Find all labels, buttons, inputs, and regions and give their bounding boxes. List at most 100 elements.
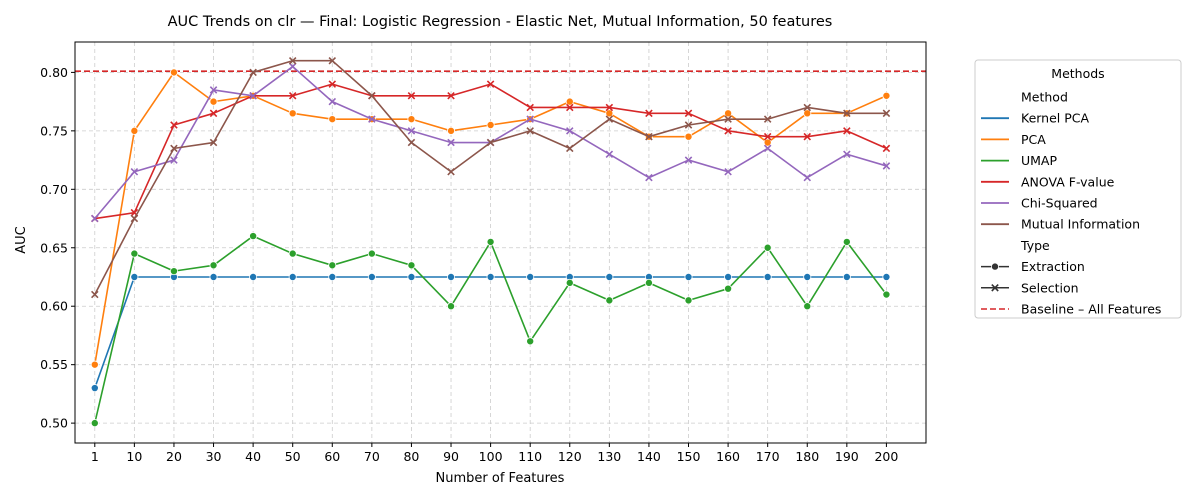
data-point <box>249 92 257 100</box>
data-point <box>486 272 495 281</box>
data-point <box>407 272 416 281</box>
data-point <box>526 115 534 123</box>
data-point <box>605 115 614 123</box>
data-point <box>447 92 455 100</box>
data-point <box>763 144 772 153</box>
y-tick-label: 0.65 <box>40 240 68 255</box>
legend-title: Methods <box>1051 66 1104 81</box>
data-point <box>288 92 297 100</box>
x-tick-label: 140 <box>637 449 661 464</box>
data-point <box>684 272 693 281</box>
data-point <box>288 249 297 258</box>
data-point <box>684 156 693 164</box>
x-tick-label: 20 <box>166 449 182 464</box>
data-point <box>169 267 178 276</box>
data-point <box>645 109 653 118</box>
x-tick-label: 80 <box>403 449 419 464</box>
data-point <box>447 168 455 176</box>
x-tick-label: 10 <box>126 449 142 464</box>
x-tick-label: 30 <box>206 449 222 464</box>
data-point <box>367 272 376 281</box>
legend-entry: Kernel PCA <box>1021 111 1090 126</box>
data-point <box>605 109 614 118</box>
data-point <box>288 109 297 118</box>
data-point <box>843 150 851 158</box>
data-point <box>209 261 218 270</box>
legend-entry: Extraction <box>1021 259 1085 274</box>
data-point <box>991 262 1000 271</box>
data-point <box>763 138 772 147</box>
data-point <box>724 284 733 293</box>
data-point <box>605 272 614 281</box>
data-point <box>486 121 495 130</box>
data-point <box>882 272 891 281</box>
data-point <box>724 115 732 123</box>
legend-entry: Mutual Information <box>1021 217 1140 232</box>
data-point <box>605 103 614 112</box>
data-point <box>763 132 772 141</box>
data-point <box>91 290 99 299</box>
data-point <box>486 237 495 246</box>
data-point <box>328 97 337 106</box>
data-point <box>724 272 733 281</box>
data-point <box>130 126 139 135</box>
data-point <box>328 80 337 88</box>
data-point <box>566 127 574 135</box>
data-point <box>644 278 653 287</box>
x-tick-label: 190 <box>835 449 859 464</box>
series-kernel-pca <box>90 272 891 393</box>
data-point <box>407 115 416 124</box>
data-point <box>170 156 178 164</box>
y-axis-label: AUC <box>14 226 29 254</box>
data-point <box>90 384 99 393</box>
data-point <box>526 127 534 135</box>
chart-title: AUC Trends on clr — Final: Logistic Regr… <box>168 14 833 30</box>
data-point <box>407 127 416 135</box>
data-point <box>684 109 693 118</box>
data-point <box>209 86 218 94</box>
data-point <box>724 168 732 176</box>
data-point <box>90 419 99 428</box>
y-tick-label: 0.50 <box>40 416 68 431</box>
data-point <box>526 103 534 112</box>
legend-type-header: Type <box>1020 238 1050 253</box>
data-point <box>90 360 99 369</box>
y-axis-ticks: 0.50 0.55 0.60 0.65 0.70 0.75 0.80 <box>40 65 75 431</box>
data-point <box>328 272 337 281</box>
data-point <box>605 150 614 158</box>
data-point <box>763 243 772 252</box>
data-point <box>763 272 772 281</box>
data-point <box>882 144 891 153</box>
data-point <box>368 115 376 123</box>
data-point <box>447 126 456 135</box>
legend-entry: UMAP <box>1021 153 1057 168</box>
x-tick-label: 1 <box>91 449 99 464</box>
data-point <box>882 91 891 100</box>
x-tick-label: 90 <box>443 449 459 464</box>
y-tick-label: 0.70 <box>40 182 68 197</box>
data-point <box>645 173 653 182</box>
x-tick-label: 130 <box>597 449 621 464</box>
data-point <box>565 97 574 106</box>
legend-entry: Baseline – All Features <box>1021 302 1161 317</box>
data-point <box>842 237 851 246</box>
series-mutual-information <box>91 56 891 299</box>
data-point <box>605 296 614 305</box>
x-tick-label: 150 <box>677 449 701 464</box>
data-point <box>209 138 218 147</box>
data-point <box>684 121 693 129</box>
data-point <box>288 272 297 281</box>
axes-frame <box>74 41 927 444</box>
data-point <box>367 249 376 258</box>
data-point <box>368 92 376 100</box>
legend-entry: Selection <box>1021 280 1079 295</box>
data-point <box>288 62 297 71</box>
data-point <box>407 261 416 270</box>
data-point <box>566 103 574 112</box>
data-point <box>724 109 733 118</box>
data-point <box>486 138 495 147</box>
data-point <box>565 278 574 287</box>
data-point <box>684 132 693 141</box>
x-tick-label: 160 <box>716 449 740 464</box>
